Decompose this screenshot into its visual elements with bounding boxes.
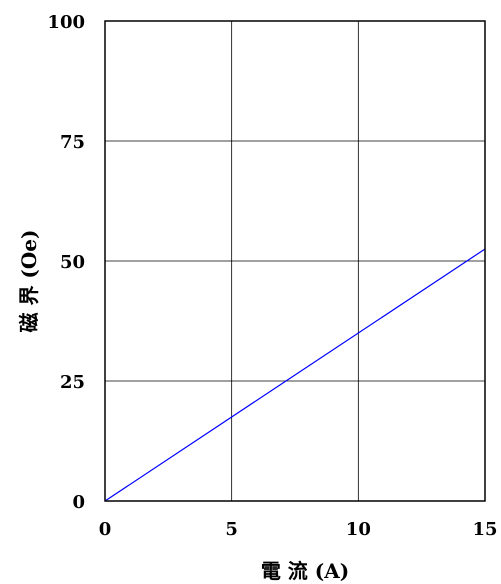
- y-tick-label: 50: [60, 252, 85, 273]
- series-layer: [104, 248, 486, 502]
- series-line-0: [104, 248, 486, 502]
- x-tick-label: 5: [225, 519, 238, 540]
- y-tick-label: 75: [60, 132, 85, 153]
- x-tick-label: 10: [346, 519, 371, 540]
- x-tick-labels: 0 5 10 15: [99, 519, 498, 540]
- y-tick-label: 0: [72, 492, 85, 513]
- x-tick-label: 0: [99, 519, 112, 540]
- y-tick-labels: 0 25 50 75 100: [47, 12, 85, 513]
- x-axis-title: 電 流 (A): [261, 559, 349, 583]
- plot-frame: [104, 20, 486, 502]
- grid-lines: [105, 21, 485, 501]
- y-axis-title: 磁 界 (Oe): [17, 230, 41, 333]
- y-tick-label: 100: [47, 12, 85, 33]
- y-tick-label: 25: [60, 372, 85, 393]
- x-tick-label: 15: [472, 519, 497, 540]
